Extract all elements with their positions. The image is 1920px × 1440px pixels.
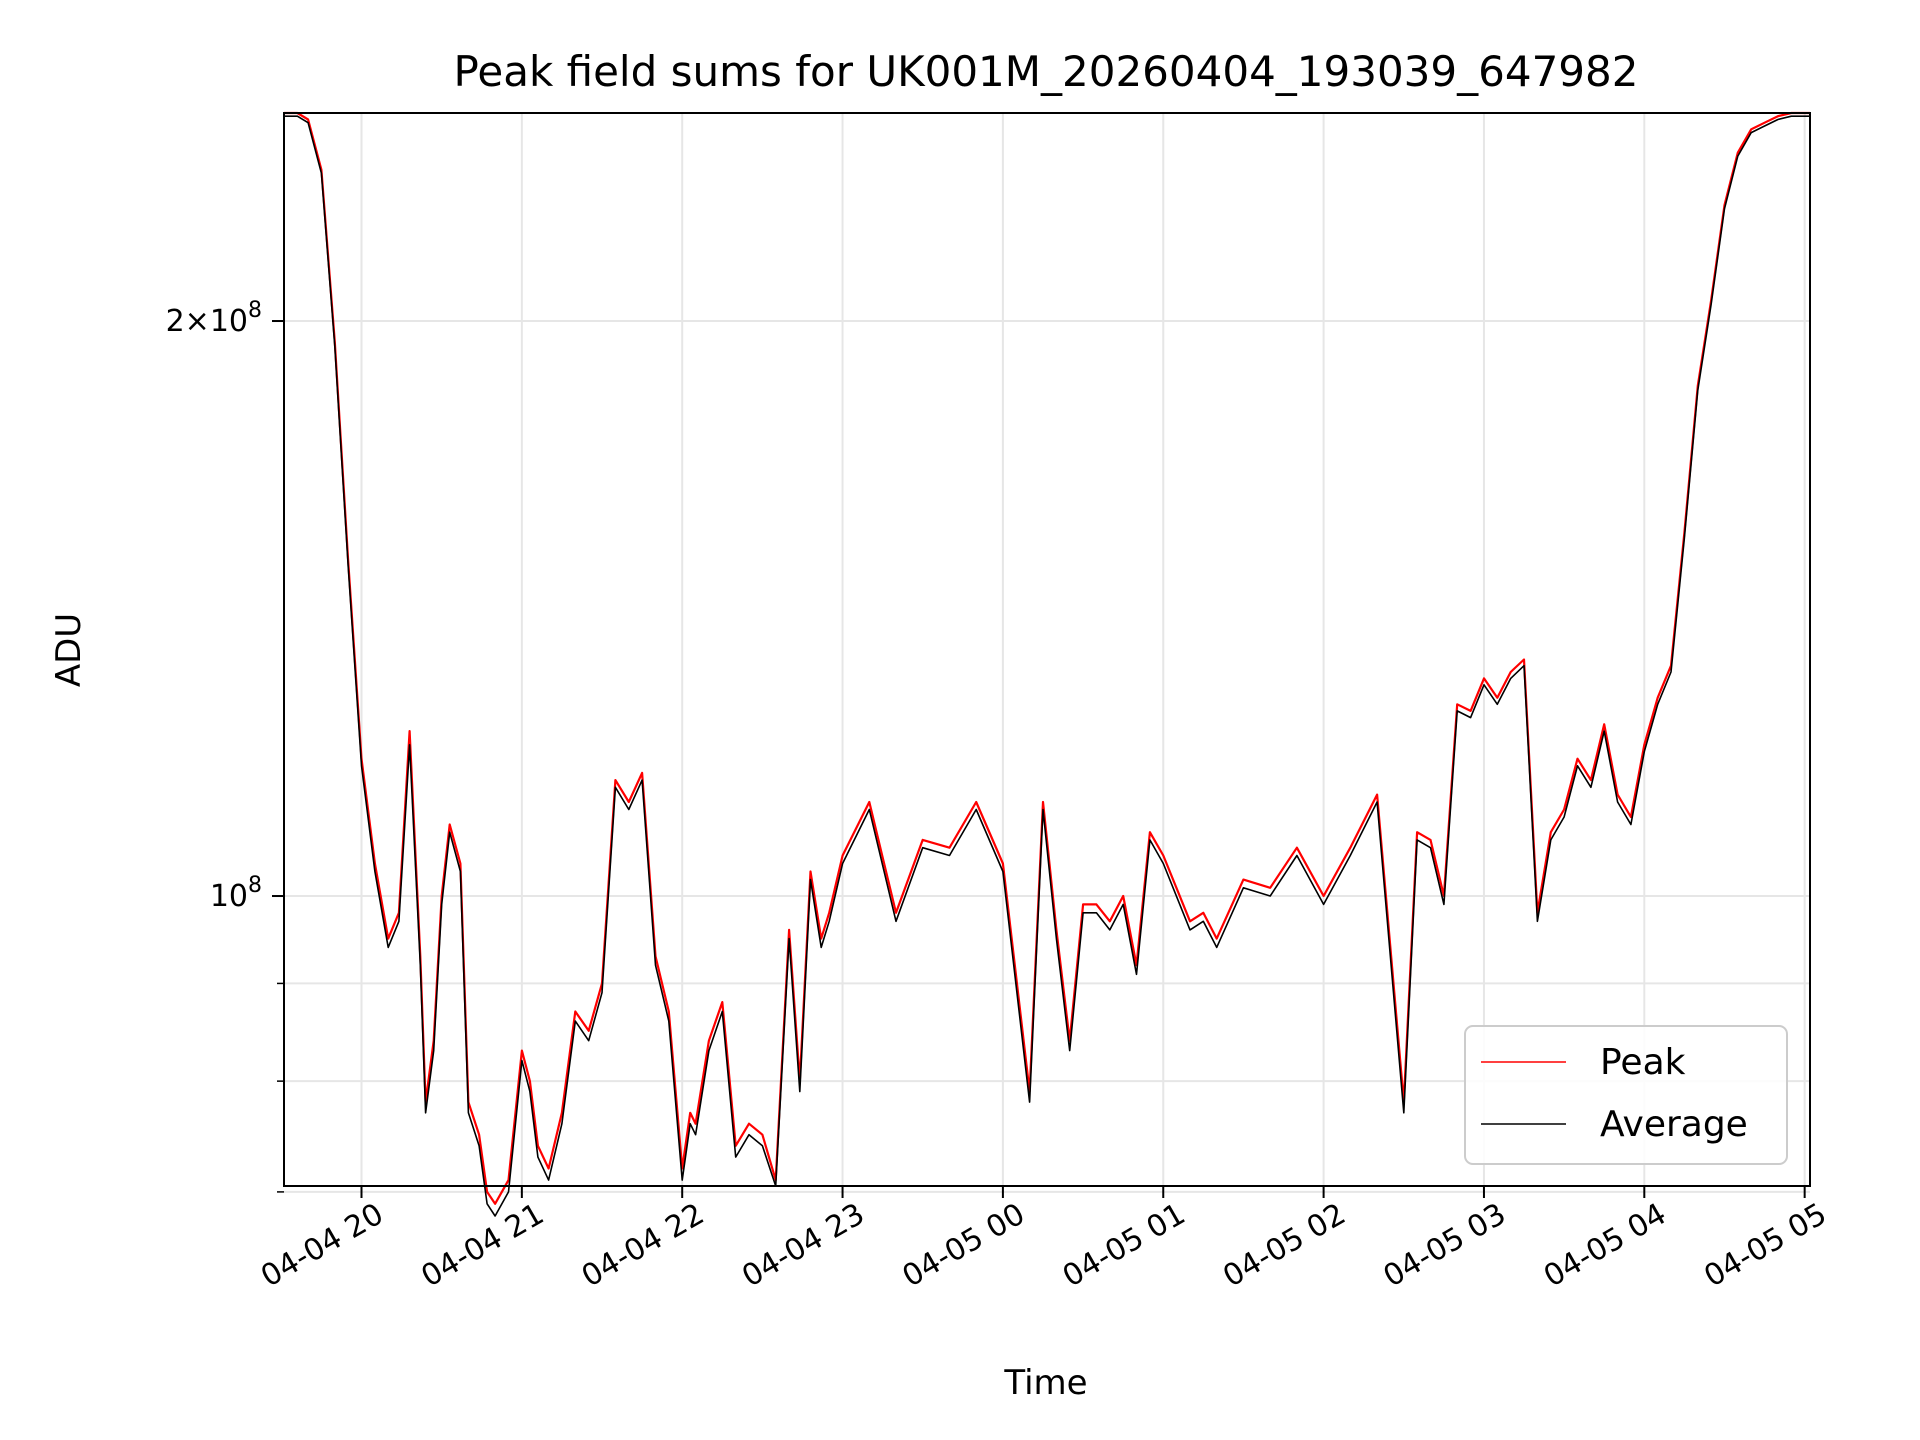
legend-average-label: Average — [1600, 1104, 1748, 1145]
legend: Peak Average — [1464, 1025, 1788, 1165]
plot-frame — [283, 112, 1811, 1187]
legend-peak-label: Peak — [1600, 1042, 1686, 1083]
plot-series — [284, 111, 1810, 1217]
y-axis-ticks: 2×108 108 — [166, 298, 284, 1193]
y-tick-label: 2×108 — [166, 298, 262, 339]
y-axis-label: ADU — [49, 613, 89, 687]
grid — [284, 113, 1810, 1193]
series-line-average — [284, 115, 1810, 1217]
series-line-peak — [284, 111, 1810, 1205]
y-tick-label: 108 — [210, 873, 262, 914]
legend-box — [1464, 1025, 1788, 1165]
x-axis-label: Time — [1003, 1363, 1087, 1403]
chart-title: Peak field sums for UK001M_20260404_1930… — [454, 47, 1639, 96]
